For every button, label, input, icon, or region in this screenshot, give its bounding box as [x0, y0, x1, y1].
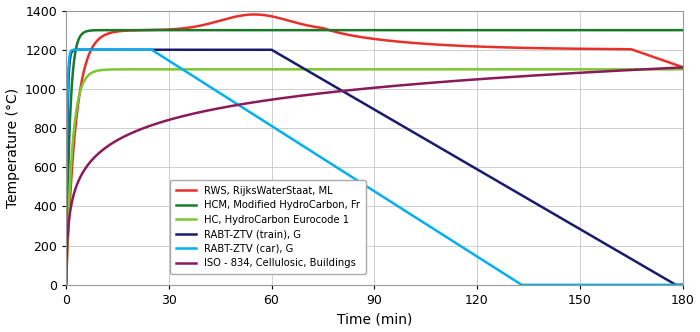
- Legend: RWS, RijksWaterStaat, ML, HCM, Modified HydroCarbon, Fr, HC, HydroCarbon Eurocod: RWS, RijksWaterStaat, ML, HCM, Modified …: [169, 180, 365, 274]
- X-axis label: Time (min): Time (min): [337, 312, 412, 326]
- Y-axis label: Temperature (°C): Temperature (°C): [6, 88, 20, 208]
